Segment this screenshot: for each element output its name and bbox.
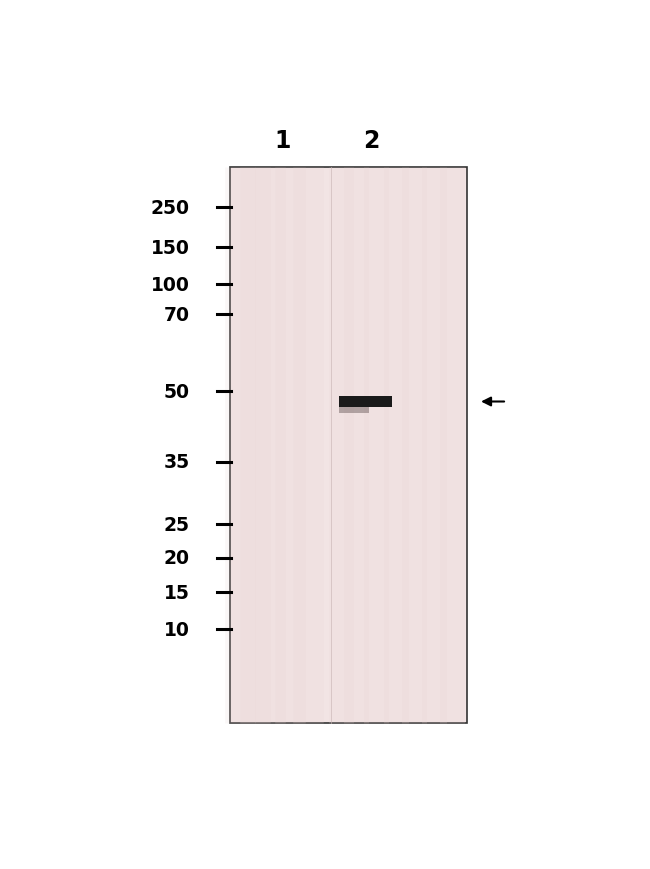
Text: 20: 20 bbox=[164, 548, 190, 567]
Bar bbox=[339, 396, 393, 408]
Text: 70: 70 bbox=[164, 306, 190, 324]
Text: 150: 150 bbox=[151, 239, 190, 257]
Text: 100: 100 bbox=[151, 275, 190, 295]
Bar bbox=[230, 168, 467, 723]
Text: 35: 35 bbox=[163, 453, 190, 472]
Text: 250: 250 bbox=[151, 198, 190, 217]
Text: 2: 2 bbox=[363, 129, 379, 153]
Text: 15: 15 bbox=[164, 583, 190, 602]
Text: 25: 25 bbox=[164, 515, 190, 534]
Text: 1: 1 bbox=[274, 129, 291, 153]
Text: 50: 50 bbox=[164, 382, 190, 401]
Bar bbox=[339, 408, 369, 414]
Text: 10: 10 bbox=[164, 620, 190, 639]
